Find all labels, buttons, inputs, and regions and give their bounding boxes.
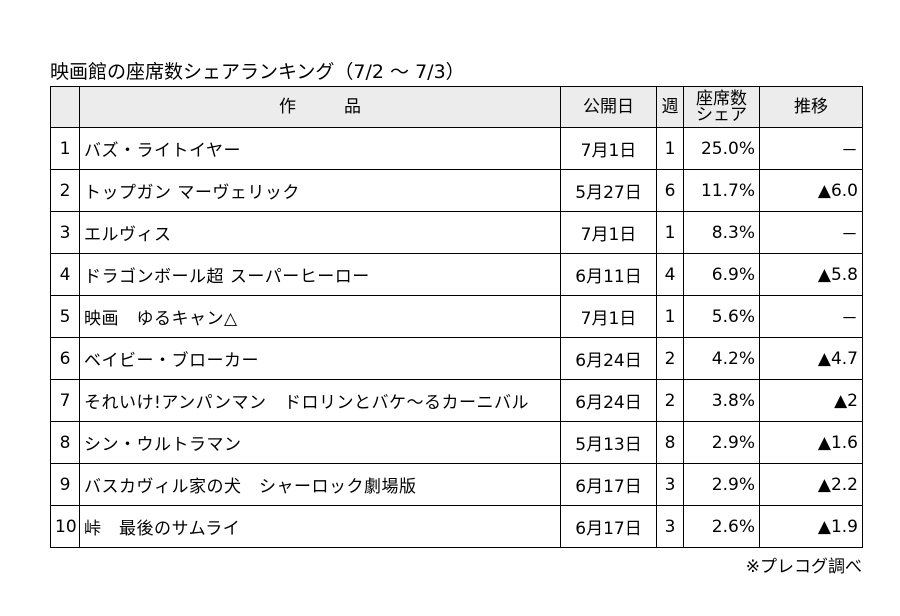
- table-header-row: 作品 公開日 週 座席数 シェア 推移: [50, 86, 863, 128]
- table-row: 4 ドラゴンボール超 スーパーヒーロー 6月11日 4 6.9% ▲5.8: [50, 253, 863, 296]
- trend-cell: ▲2.2: [759, 463, 863, 506]
- page-title: 映画館の座席数シェアランキング（7/2 ～ 7/3）: [50, 61, 465, 83]
- header-trend: 推移: [759, 86, 863, 128]
- release-date-cell: 7月1日: [560, 295, 657, 338]
- rank-cell: 10: [50, 505, 80, 548]
- rank-cell: 2: [50, 169, 80, 212]
- trend-cell: －: [759, 211, 863, 254]
- week-cell: 2: [656, 337, 684, 380]
- table-row: 3 エルヴィス 7月1日 1 8.3% －: [50, 211, 863, 254]
- rank-cell: 8: [50, 421, 80, 464]
- table-row: 9 バスカヴィル家の犬 シャーロック劇場版 6月17日 3 2.9% ▲2.2: [50, 463, 863, 506]
- seat-share-cell: 25.0%: [683, 127, 760, 170]
- title-cell: シン・ウルトラマン: [79, 421, 561, 464]
- trend-cell: ▲5.8: [759, 253, 863, 296]
- header-seat-share: 座席数 シェア: [683, 86, 760, 128]
- header-seat-share-line1: 座席数: [696, 89, 747, 109]
- seat-share-cell: 4.2%: [683, 337, 760, 380]
- release-date-cell: 7月1日: [560, 127, 657, 170]
- header-rank: [50, 86, 80, 128]
- title-cell: バスカヴィル家の犬 シャーロック劇場版: [79, 463, 561, 506]
- seat-share-cell: 11.7%: [683, 169, 760, 212]
- seat-share-cell: 5.6%: [683, 295, 760, 338]
- header-week: 週: [656, 86, 684, 128]
- seat-share-cell: 6.9%: [683, 253, 760, 296]
- week-cell: 1: [656, 295, 684, 338]
- rank-cell: 5: [50, 295, 80, 338]
- rank-cell: 9: [50, 463, 80, 506]
- trend-cell: ▲2: [759, 379, 863, 422]
- release-date-cell: 5月13日: [560, 421, 657, 464]
- trend-cell: ▲4.7: [759, 337, 863, 380]
- release-date-cell: 5月27日: [560, 169, 657, 212]
- title-cell: エルヴィス: [79, 211, 561, 254]
- release-date-cell: 6月17日: [560, 505, 657, 548]
- week-cell: 1: [656, 211, 684, 254]
- table-row: 6 ベイビー・ブローカー 6月24日 2 4.2% ▲4.7: [50, 337, 863, 380]
- header-seat-share-line2: シェア: [696, 105, 747, 125]
- rank-cell: 3: [50, 211, 80, 254]
- title-cell: 映画 ゆるキャン△: [79, 295, 561, 338]
- trend-cell: ▲1.9: [759, 505, 863, 548]
- trend-cell: －: [759, 127, 863, 170]
- seat-share-cell: 2.6%: [683, 505, 760, 548]
- week-cell: 3: [656, 463, 684, 506]
- trend-cell: ▲1.6: [759, 421, 863, 464]
- week-cell: 6: [656, 169, 684, 212]
- table-row: 1 バズ・ライトイヤー 7月1日 1 25.0% －: [50, 127, 863, 170]
- week-cell: 8: [656, 421, 684, 464]
- trend-cell: －: [759, 295, 863, 338]
- table-row: 7 それいけ!アンパンマン ドロリンとバケ～るカーニバル 6月24日 2 3.8% ▲2: [50, 379, 863, 422]
- week-cell: 4: [656, 253, 684, 296]
- ranking-table: 作品 公開日 週 座席数 シェア 推移 1 バズ・ライトイヤー 7月1日 1 25.0%…: [50, 86, 863, 548]
- rank-cell: 6: [50, 337, 80, 380]
- header-title: 作品: [79, 86, 561, 128]
- trend-cell: ▲6.0: [759, 169, 863, 212]
- table-row: 8 シン・ウルトラマン 5月13日 8 2.9% ▲1.6: [50, 421, 863, 464]
- title-cell: ドラゴンボール超 スーパーヒーロー: [79, 253, 561, 296]
- release-date-cell: 7月1日: [560, 211, 657, 254]
- seat-share-cell: 2.9%: [683, 463, 760, 506]
- title-cell: 峠 最後のサムライ: [79, 505, 561, 548]
- week-cell: 3: [656, 505, 684, 548]
- release-date-cell: 6月24日: [560, 379, 657, 422]
- week-cell: 1: [656, 127, 684, 170]
- seat-share-cell: 8.3%: [683, 211, 760, 254]
- title-cell: トップガン マーヴェリック: [79, 169, 561, 212]
- table-row: 10 峠 最後のサムライ 6月17日 3 2.6% ▲1.9: [50, 505, 863, 548]
- seat-share-cell: 2.9%: [683, 421, 760, 464]
- release-date-cell: 6月24日: [560, 337, 657, 380]
- title-cell: バズ・ライトイヤー: [79, 127, 561, 170]
- header-release-date: 公開日: [560, 86, 657, 128]
- rank-cell: 1: [50, 127, 80, 170]
- release-date-cell: 6月17日: [560, 463, 657, 506]
- rank-cell: 7: [50, 379, 80, 422]
- rank-cell: 4: [50, 253, 80, 296]
- seat-share-cell: 3.8%: [683, 379, 760, 422]
- source-note: ※プレコグ調べ: [745, 557, 862, 577]
- table-row: 5 映画 ゆるキャン△ 7月1日 1 5.6% －: [50, 295, 863, 338]
- week-cell: 2: [656, 379, 684, 422]
- title-cell: それいけ!アンパンマン ドロリンとバケ～るカーニバル: [79, 379, 561, 422]
- title-cell: ベイビー・ブローカー: [79, 337, 561, 380]
- table-row: 2 トップガン マーヴェリック 5月27日 6 11.7% ▲6.0: [50, 169, 863, 212]
- release-date-cell: 6月11日: [560, 253, 657, 296]
